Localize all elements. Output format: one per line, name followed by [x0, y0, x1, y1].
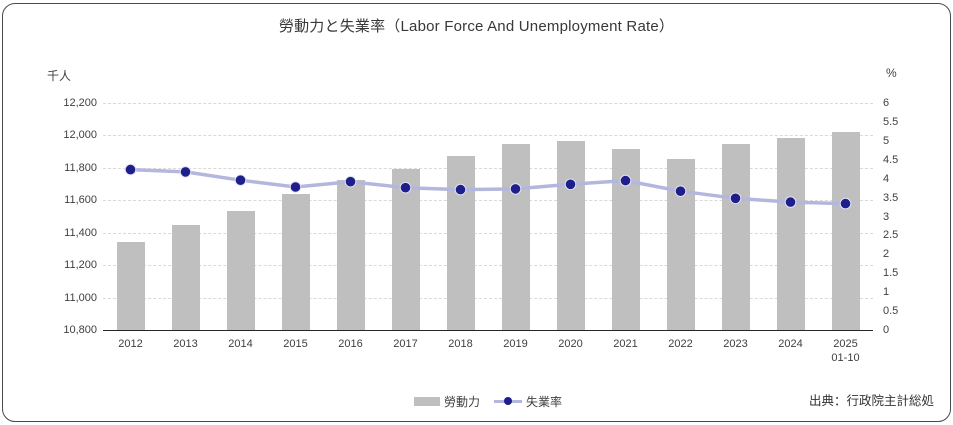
right-axis-tick: 6: [883, 97, 890, 109]
legend-item-unemployment-rate: 失業率: [494, 393, 562, 410]
unemployment-line-layer: [124, 163, 852, 210]
labor-force-bar-2017: [391, 168, 420, 330]
right-axis-tick: 1: [883, 286, 890, 299]
gridline: [103, 265, 873, 267]
unemployment-rate-point-2015: [289, 181, 302, 193]
unemployment-rate-point-2022: [674, 185, 687, 197]
x-axis-tick: 2019: [503, 338, 528, 350]
x-axis-tick: 2022: [668, 338, 693, 350]
unemployment-rate-point-2017: [399, 181, 412, 194]
right-axis-tick: 4: [883, 172, 890, 185]
x-axis-tick: 2017: [393, 338, 418, 350]
x-axis-tick: 2023: [723, 338, 748, 350]
right-axis-tick: 2: [883, 248, 890, 261]
x-axis-tick: 2025 01-10: [831, 338, 860, 364]
right-axis-tick: 3: [883, 210, 890, 223]
legend-item-labor-force: 勞動力: [413, 393, 480, 410]
unemployment-rate-point-2019: [509, 183, 522, 195]
x-axis-tick: 2016: [338, 338, 363, 350]
left-axis-tick: 11,400: [64, 226, 97, 239]
right-axis-tick: 2.5: [883, 229, 899, 242]
x-axis-tick: 2020: [558, 338, 583, 350]
unemployment-rate-swatch-icon: [494, 397, 522, 406]
labor-force-bar-2013: [171, 225, 200, 330]
gridline: [103, 167, 873, 169]
labor-force-bar-2014: [226, 210, 255, 330]
labor-force-bar-2024: [776, 137, 805, 330]
unemployment-rate-point-2012: [124, 163, 137, 176]
labor-force-bar-2015: [281, 194, 310, 330]
right-axis-tick: 4.5: [883, 153, 899, 166]
x-axis-tick: 2013: [173, 338, 198, 350]
left-axis-tick: 12,200: [63, 97, 97, 109]
unemployment-rate-point-2020: [564, 178, 577, 191]
left-axis-tick: 11,800: [64, 161, 97, 174]
unemployment-rate-point-2018: [454, 183, 467, 196]
right-axis-tick: 5: [883, 134, 890, 147]
unemployment-rate-point-2025: [839, 197, 852, 210]
labor-force-bar-2012: [116, 242, 145, 330]
source-note: 出典：行政院主計総処: [808, 394, 934, 408]
right-axis-unit-label: %: [886, 66, 897, 80]
right-axis-tick: 0: [883, 324, 890, 336]
chart-legend: 勞動力 失業率: [103, 393, 873, 409]
x-axis-tick: 2021: [613, 338, 638, 350]
x-axis-line: [103, 330, 873, 331]
chart-title: 勞動力と失業率（Labor Force And Unemployment Rat…: [278, 18, 675, 35]
legend-label-labor-force: 勞動力: [443, 394, 480, 409]
labor-force-bar-2016: [336, 179, 365, 330]
left-axis-tick: 11,000: [64, 291, 97, 304]
x-axis-tick: 2024: [778, 338, 803, 350]
labor-force-bar-2023: [721, 144, 750, 330]
labor-force-bar-2020: [556, 141, 585, 330]
labor-force-bar-2025: [831, 131, 860, 330]
unemployment-rate-line: [130, 167, 846, 206]
x-axis-tick: 2018: [448, 338, 473, 350]
unemployment-rate-point-2013: [179, 166, 192, 178]
gridline: [103, 103, 873, 104]
gridline: [103, 200, 873, 202]
left-axis-tick: 12,000: [63, 129, 97, 142]
unemployment-rate-point-2016: [344, 175, 357, 188]
left-axis-unit-label: 千人: [47, 69, 72, 83]
unemployment-rate-point-2024: [784, 196, 797, 208]
gridline: [103, 232, 873, 234]
left-axis-tick: 10,800: [63, 324, 97, 336]
right-axis-tick: 1.5: [883, 267, 899, 280]
legend-label-unemployment-rate: 失業率: [526, 394, 563, 409]
x-axis-tick: 2012: [118, 338, 143, 350]
right-axis-tick: 0.5: [883, 305, 899, 318]
right-axis-tick: 5.5: [883, 115, 899, 128]
labor-force-bar-2019: [501, 144, 530, 330]
unemployment-rate-point-2014: [234, 174, 247, 186]
unemployment-rate-point-2023: [729, 192, 742, 205]
gridline: [103, 135, 873, 137]
unemployment-rate-point-2021: [619, 174, 632, 187]
x-axis-tick: 2015: [283, 338, 308, 350]
x-axis-tick: 2014: [228, 338, 253, 350]
labor-force-swatch-icon: [413, 396, 440, 406]
left-axis-tick: 11,600: [64, 194, 97, 207]
left-axis-tick: 11,200: [64, 259, 97, 272]
right-axis-tick: 3.5: [883, 191, 899, 204]
gridline: [103, 297, 873, 299]
